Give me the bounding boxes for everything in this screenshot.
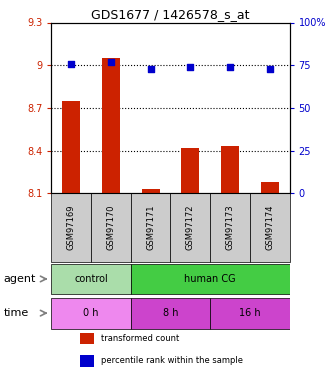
Text: time: time <box>3 308 28 318</box>
Bar <box>91 194 131 262</box>
Text: human CG: human CG <box>184 274 236 284</box>
Bar <box>51 298 131 328</box>
Text: 16 h: 16 h <box>239 308 261 318</box>
Bar <box>210 298 290 328</box>
Text: percentile rank within the sample: percentile rank within the sample <box>101 357 243 366</box>
Text: GSM97173: GSM97173 <box>225 205 235 251</box>
Bar <box>80 333 94 344</box>
Text: 0 h: 0 h <box>83 308 99 318</box>
Point <box>267 66 272 72</box>
Point <box>108 59 114 65</box>
Bar <box>80 355 94 367</box>
Bar <box>250 194 290 262</box>
Point <box>148 66 153 72</box>
Bar <box>131 298 210 328</box>
Text: control: control <box>74 274 108 284</box>
Title: GDS1677 / 1426578_s_at: GDS1677 / 1426578_s_at <box>91 8 250 21</box>
Bar <box>261 182 279 194</box>
Bar <box>181 148 199 194</box>
Text: GSM97169: GSM97169 <box>67 205 76 251</box>
Text: agent: agent <box>3 274 36 284</box>
Bar <box>51 194 91 262</box>
Bar <box>51 264 131 294</box>
Bar <box>210 194 250 262</box>
Bar <box>131 264 290 294</box>
Bar <box>170 194 210 262</box>
Bar <box>131 194 170 262</box>
Text: GSM97170: GSM97170 <box>106 205 116 251</box>
Text: GSM97172: GSM97172 <box>186 205 195 251</box>
Text: 8 h: 8 h <box>163 308 178 318</box>
Point <box>227 64 233 70</box>
Point <box>69 60 74 66</box>
Text: GSM97171: GSM97171 <box>146 205 155 251</box>
Point <box>188 64 193 70</box>
Bar <box>102 58 120 194</box>
Text: GSM97174: GSM97174 <box>265 205 274 251</box>
Bar <box>142 189 160 194</box>
Text: transformed count: transformed count <box>101 334 180 343</box>
Bar <box>62 101 80 194</box>
Bar <box>221 147 239 194</box>
